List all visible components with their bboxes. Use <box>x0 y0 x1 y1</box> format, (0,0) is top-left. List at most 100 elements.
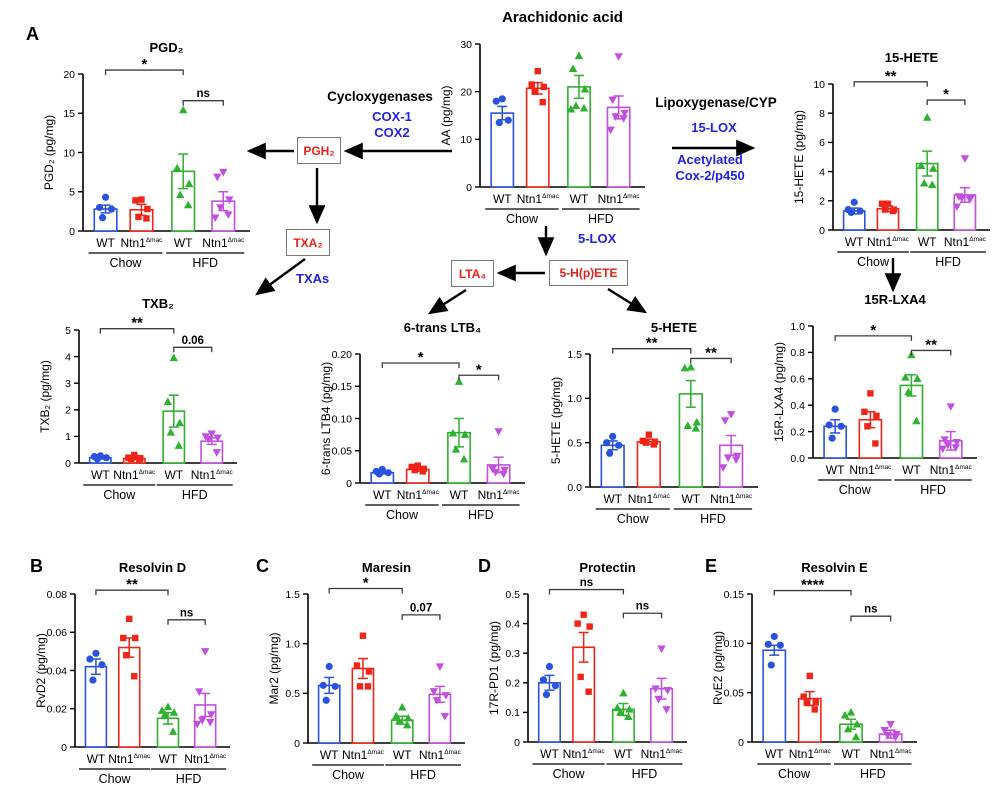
svg-text:*: * <box>363 575 369 592</box>
svg-text:Ntn1Δmac: Ntn1Δmac <box>930 463 973 477</box>
chart-pgd2: 0 5 10 15 20 PGD₂ PGD₂ (pg/mg) * ns WT Ntn1Δmac WT N… <box>41 36 259 287</box>
cox2-p450-label: Cox-2/p450 <box>675 168 745 183</box>
svg-text:HFD: HFD <box>410 768 436 782</box>
svg-text:Ntn1Δmac: Ntn1Δmac <box>108 752 151 766</box>
svg-text:WT: WT <box>87 752 106 766</box>
svg-text:15-HETE (pg/mg): 15-HETE (pg/mg) <box>792 110 806 204</box>
svg-text:0: 0 <box>65 458 71 470</box>
svg-text:HFD: HFD <box>176 772 202 786</box>
svg-text:WT: WT <box>842 747 861 761</box>
arrow-hpete-to-5hete <box>607 287 648 314</box>
panel-label-b: B <box>30 556 43 576</box>
cyclooxygenases-label: Cycloxygenases <box>327 89 433 104</box>
svg-text:0.07: 0.07 <box>410 602 432 614</box>
svg-text:0.5: 0.5 <box>505 589 520 601</box>
svg-text:HFD: HFD <box>860 767 886 781</box>
svg-text:**: ** <box>646 335 658 352</box>
svg-text:HFD: HFD <box>468 508 494 522</box>
svg-text:Arachidonic acid: Arachidonic acid <box>502 9 623 26</box>
svg-text:0: 0 <box>61 742 67 754</box>
svg-text:WT: WT <box>393 748 412 762</box>
svg-text:Ntn1Δmac: Ntn1Δmac <box>598 192 641 206</box>
svg-text:Chow: Chow <box>99 772 132 786</box>
svg-text:10: 10 <box>813 79 825 91</box>
panel-label-e: E <box>705 556 718 576</box>
svg-text:Resolvin D: Resolvin D <box>119 560 186 575</box>
svg-text:WT: WT <box>826 463 845 477</box>
svg-text:Ntn1Δmac: Ntn1Δmac <box>641 747 684 761</box>
svg-text:0.3: 0.3 <box>505 648 520 660</box>
chart-15r-lxa4: 0.0 0.2 0.4 0.6 0.8 1.0 15R-LXA4 15R-LXA4 (pg/m… <box>771 288 986 514</box>
svg-text:**: ** <box>925 336 937 353</box>
svg-text:5-HETE: 5-HETE <box>651 320 698 335</box>
svg-text:WT: WT <box>450 488 469 502</box>
svg-text:Ntn1Δmac: Ntn1Δmac <box>867 235 910 249</box>
svg-text:1.0: 1.0 <box>567 393 582 405</box>
svg-text:HFD: HFD <box>632 767 658 781</box>
svg-text:RvE2 (pg/mg): RvE2 (pg/mg) <box>711 631 725 705</box>
svg-text:Ntn1Δmac: Ntn1Δmac <box>628 492 671 506</box>
svg-text:0: 0 <box>294 738 300 750</box>
svg-text:0: 0 <box>819 225 825 237</box>
svg-text:Ntn1Δmac: Ntn1Δmac <box>870 747 913 761</box>
svg-text:Ntn1Δmac: Ntn1Δmac <box>120 236 163 250</box>
svg-text:Chow: Chow <box>857 255 890 269</box>
chart-resolvin-d: 0 0.02 0.04 0.06 0.08 Resolvin D RvD2 (pg/mg) *… <box>33 556 239 802</box>
svg-text:0.10: 0.10 <box>724 638 745 650</box>
svg-text:PGD₂ (pg/mg): PGD₂ (pg/mg) <box>42 115 56 190</box>
svg-text:Ntn1Δmac: Ntn1Δmac <box>397 488 440 502</box>
svg-text:WT: WT <box>164 468 183 482</box>
svg-text:Ntn1Δmac: Ntn1Δmac <box>849 463 892 477</box>
svg-text:HFD: HFD <box>192 256 218 270</box>
svg-text:WT: WT <box>373 488 392 502</box>
svg-text:Ntn1Δmac: Ntn1Δmac <box>478 488 521 502</box>
svg-text:20: 20 <box>63 69 75 81</box>
svg-text:0.1: 0.1 <box>505 707 520 719</box>
svg-text:0.4: 0.4 <box>505 618 520 630</box>
svg-text:HFD: HFD <box>935 255 961 269</box>
svg-text:Chow: Chow <box>103 488 136 502</box>
svg-text:**: ** <box>705 344 717 361</box>
svg-text:0.20: 0.20 <box>332 349 353 361</box>
svg-text:PGD₂: PGD₂ <box>150 40 184 55</box>
svg-text:**: ** <box>885 68 897 85</box>
svg-text:WT: WT <box>570 192 589 206</box>
svg-text:WT: WT <box>845 235 864 249</box>
panel-label-d: D <box>478 556 491 576</box>
svg-text:HFD: HFD <box>182 488 208 502</box>
svg-text:Ntn1Δmac: Ntn1Δmac <box>342 748 385 762</box>
svg-text:Chow: Chow <box>506 212 539 226</box>
svg-text:0.5: 0.5 <box>567 437 582 449</box>
svg-text:Ntn1Δmac: Ntn1Δmac <box>710 492 753 506</box>
svg-text:0.6: 0.6 <box>790 374 805 386</box>
svg-text:WT: WT <box>96 236 115 250</box>
svg-text:15: 15 <box>63 108 75 120</box>
svg-text:0: 0 <box>514 737 520 749</box>
15-lox-enzyme-label: 15-LOX <box>691 120 737 135</box>
svg-text:15R-LXA4: 15R-LXA4 <box>864 292 926 307</box>
svg-text:Ntn1Δmac: Ntn1Δmac <box>517 192 560 206</box>
svg-text:0: 0 <box>466 182 472 194</box>
svg-text:ns: ns <box>197 88 210 100</box>
svg-text:0.0: 0.0 <box>567 482 582 494</box>
svg-text:Protectin: Protectin <box>579 560 635 575</box>
svg-text:WT: WT <box>765 747 784 761</box>
chart-protectin: 0 0.1 0.2 0.3 0.4 0.5 Protectin 17R-PD1 (pg/mg)… <box>486 556 696 798</box>
svg-text:****: **** <box>801 577 825 594</box>
chart-5-hete: 0.0 0.5 1.0 1.5 5-HETE 5-HETE (pg/mg) ** ** WT Nt… <box>548 316 767 543</box>
5-hpete-box: 5-H(p)ETE <box>549 260 628 286</box>
svg-text:AA (pg/mg): AA (pg/mg) <box>439 85 453 145</box>
lta4-box: LTA₄ <box>451 260 494 287</box>
svg-text:0.06: 0.06 <box>47 627 68 639</box>
svg-text:0.2: 0.2 <box>505 678 520 690</box>
svg-text:Chow: Chow <box>332 768 365 782</box>
svg-text:*: * <box>943 86 949 103</box>
svg-text:1.5: 1.5 <box>567 349 582 361</box>
svg-text:10: 10 <box>63 147 75 159</box>
lipoxygenase-cyp-label: Lipoxygenase/CYP <box>655 95 777 110</box>
svg-text:ns: ns <box>580 577 593 589</box>
svg-text:8: 8 <box>819 108 825 120</box>
svg-text:20: 20 <box>460 86 472 98</box>
svg-text:Chow: Chow <box>386 508 419 522</box>
svg-text:Resolvin E: Resolvin E <box>801 560 868 575</box>
